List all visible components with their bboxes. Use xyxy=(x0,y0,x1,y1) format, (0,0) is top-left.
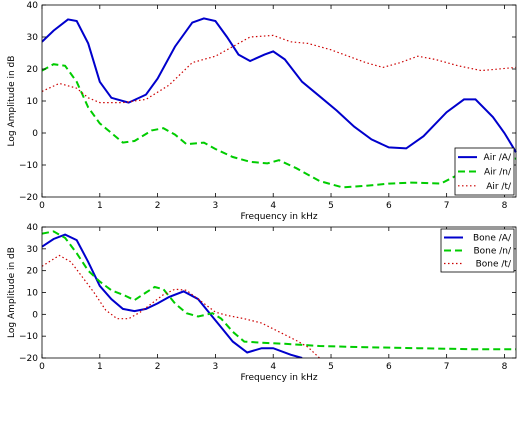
series-line-1-1 xyxy=(42,17,517,153)
chart-panel-2: 0 1 2 3 4 5 6 7 8 −20 −10 0 10 20 30 40 Frequency in kHz… xyxy=(7,223,517,383)
x-tick-label: 2 xyxy=(155,362,161,372)
plot-frame-1 xyxy=(41,4,517,198)
legend-label: Air /n/ xyxy=(484,168,512,178)
y-tick-label: 40 xyxy=(27,223,39,233)
y-tick-label: 20 xyxy=(27,65,39,75)
legend-label: Bone /t/ xyxy=(476,260,512,270)
x-tick-label: 3 xyxy=(213,362,219,372)
x-tick-label: 5 xyxy=(328,362,334,372)
y-tick-label: −10 xyxy=(19,332,38,342)
x-tick-label: 6 xyxy=(386,201,392,211)
x-tick-label: 1 xyxy=(97,362,103,372)
series-line-2-2 xyxy=(42,230,516,351)
x-axis-label: Frequency in kHz xyxy=(240,373,317,383)
x-tick-label: 7 xyxy=(444,201,450,211)
x-tick-label: 0 xyxy=(39,362,45,372)
legend-label: Air /t/ xyxy=(486,182,512,192)
y-tick-label: −20 xyxy=(19,354,38,364)
y-tick-label: 30 xyxy=(27,33,39,43)
x-tick-label: 4 xyxy=(270,201,276,211)
y-tick-label: −20 xyxy=(19,193,38,203)
chart-panel-1: 0 1 2 3 4 5 6 7 8 −20 −10 0 10 20 30 40 Frequency in kHz… xyxy=(7,1,517,222)
x-tick-label: 1 xyxy=(97,201,103,211)
y-axis-label: Log Amplitude in dB xyxy=(7,247,17,338)
legend-2: Bone /A/Bone /n/Bone /t/ xyxy=(440,228,515,273)
legend-box xyxy=(440,228,515,273)
x-tick-label: 4 xyxy=(270,362,276,372)
x-tick-label: 8 xyxy=(502,201,508,211)
x-tick-label: 3 xyxy=(213,201,219,211)
y-tick-label: 10 xyxy=(27,97,39,107)
y-tick-label: 40 xyxy=(27,1,39,11)
y-tick-label: 10 xyxy=(27,289,39,299)
legend-label: Bone /n/ xyxy=(473,247,512,257)
x-tick-label: 8 xyxy=(502,362,508,372)
y-tick-label: 0 xyxy=(32,129,38,139)
x-tick-label: 5 xyxy=(328,201,334,211)
x-axis-label: Frequency in kHz xyxy=(240,212,317,222)
series-line-1-2 xyxy=(42,63,517,189)
y-tick-label: 30 xyxy=(27,245,39,255)
y-tick-label: −10 xyxy=(19,161,38,171)
legend-label: Bone /A/ xyxy=(473,234,512,244)
x-tick-label: 0 xyxy=(39,201,45,211)
y-tick-label: 0 xyxy=(32,310,38,320)
series-line-2-1 xyxy=(42,233,303,358)
legend-label: Air /A/ xyxy=(484,153,512,163)
x-tick-label: 6 xyxy=(386,362,392,372)
x-tick-label: 2 xyxy=(155,201,161,211)
y-tick-label: 20 xyxy=(27,267,39,277)
y-axis-label: Log Amplitude in dB xyxy=(7,56,17,147)
legend-1: Air /A/Air /n/Air /t/ xyxy=(454,147,515,196)
x-tick-label: 7 xyxy=(444,362,450,372)
series-line-1-3 xyxy=(42,34,517,104)
